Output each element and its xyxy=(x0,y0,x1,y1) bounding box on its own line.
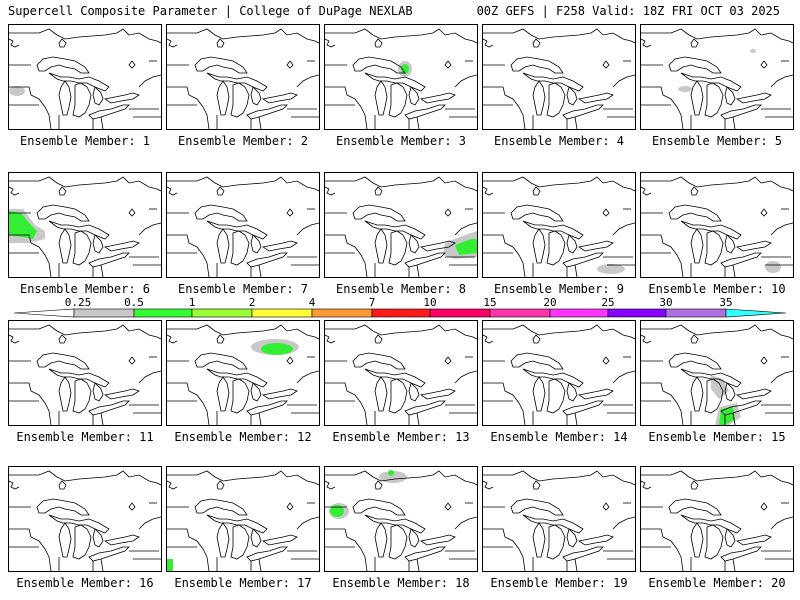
legend-swatch xyxy=(489,308,551,318)
member-label: Ensemble Member: 6 xyxy=(19,282,151,296)
member-label: Ensemble Member: 13 xyxy=(332,430,470,444)
great-lakes-map xyxy=(167,176,319,277)
member-label: Ensemble Member: 10 xyxy=(648,282,786,296)
map-panel-member-14 xyxy=(482,320,636,426)
great-lakes-map xyxy=(9,470,161,571)
legend-swatch xyxy=(73,308,135,318)
great-lakes-map xyxy=(325,176,477,277)
map-panel-member-3 xyxy=(324,24,478,130)
map-panel-member-5 xyxy=(640,24,794,130)
legend-swatch xyxy=(311,308,373,318)
map-panel-member-6 xyxy=(8,172,162,278)
legend-tick-label: 0.5 xyxy=(124,296,144,309)
great-lakes-map xyxy=(641,28,793,129)
great-lakes-map xyxy=(483,176,635,277)
legend-tick-label: 0.25 xyxy=(64,296,92,309)
great-lakes-map xyxy=(483,324,635,425)
great-lakes-map xyxy=(483,470,635,571)
map-panel-member-8 xyxy=(324,172,478,278)
great-lakes-map xyxy=(9,176,161,277)
map-panel-member-18 xyxy=(324,466,478,572)
great-lakes-map xyxy=(641,470,793,571)
legend-tick-label: 4 xyxy=(308,296,316,309)
legend-tick-label: 1 xyxy=(188,296,196,309)
map-panel-member-7 xyxy=(166,172,320,278)
great-lakes-map xyxy=(641,324,793,425)
legend-tick-label: 2 xyxy=(248,296,256,309)
member-label: Ensemble Member: 7 xyxy=(177,282,309,296)
member-label: Ensemble Member: 20 xyxy=(648,576,786,590)
title-left: Supercell Composite Parameter | College … xyxy=(8,4,413,18)
great-lakes-map xyxy=(9,28,161,129)
member-label: Ensemble Member: 11 xyxy=(16,430,154,444)
great-lakes-map xyxy=(325,470,477,571)
member-label: Ensemble Member: 16 xyxy=(16,576,154,590)
member-label: Ensemble Member: 8 xyxy=(335,282,467,296)
title-right: 00Z GEFS | F258 Valid: 18Z FRI OCT 03 20… xyxy=(476,4,780,18)
color-legend-bar xyxy=(13,308,787,318)
legend-arrow-left xyxy=(13,308,75,318)
map-panel-member-10 xyxy=(640,172,794,278)
map-panel-member-15 xyxy=(640,320,794,426)
legend-swatch xyxy=(133,308,193,318)
map-panel-member-13 xyxy=(324,320,478,426)
map-panel-member-12 xyxy=(166,320,320,426)
map-panel-member-1 xyxy=(8,24,162,130)
map-panel-member-4 xyxy=(482,24,636,130)
member-label: Ensemble Member: 18 xyxy=(332,576,470,590)
map-panel-member-11 xyxy=(8,320,162,426)
great-lakes-map xyxy=(167,28,319,129)
legend-tick-label: 30 xyxy=(659,296,673,309)
member-label: Ensemble Member: 1 xyxy=(19,134,151,148)
great-lakes-map xyxy=(325,28,477,129)
legend-swatch xyxy=(549,308,609,318)
legend-tick-label: 35 xyxy=(719,296,733,309)
legend-tick-label: 15 xyxy=(483,296,497,309)
member-label: Ensemble Member: 15 xyxy=(648,430,786,444)
map-panel-member-19 xyxy=(482,466,636,572)
member-label: Ensemble Member: 14 xyxy=(490,430,628,444)
legend-swatch xyxy=(665,308,727,318)
member-label: Ensemble Member: 9 xyxy=(493,282,625,296)
great-lakes-map xyxy=(483,28,635,129)
legend-tick-label: 25 xyxy=(601,296,615,309)
legend-arrow-right xyxy=(725,308,787,318)
legend-swatch xyxy=(429,308,491,318)
member-label: Ensemble Member: 4 xyxy=(493,134,625,148)
legend-swatch xyxy=(251,308,313,318)
map-panel-member-16 xyxy=(8,466,162,572)
map-panel-member-2 xyxy=(166,24,320,130)
great-lakes-map xyxy=(167,470,319,571)
legend-tick-label: 20 xyxy=(543,296,557,309)
member-label: Ensemble Member: 17 xyxy=(174,576,312,590)
legend-tick-label: 10 xyxy=(423,296,437,309)
member-label: Ensemble Member: 3 xyxy=(335,134,467,148)
map-panel-member-17 xyxy=(166,466,320,572)
member-label: Ensemble Member: 5 xyxy=(651,134,783,148)
member-label: Ensemble Member: 19 xyxy=(490,576,628,590)
legend-tick-label: 7 xyxy=(368,296,376,309)
great-lakes-map xyxy=(167,324,319,425)
legend-swatch xyxy=(191,308,253,318)
map-panel-member-20 xyxy=(640,466,794,572)
legend-swatch xyxy=(371,308,431,318)
member-label: Ensemble Member: 2 xyxy=(177,134,309,148)
great-lakes-map xyxy=(325,324,477,425)
member-label: Ensemble Member: 12 xyxy=(174,430,312,444)
map-panel-member-9 xyxy=(482,172,636,278)
legend-swatch xyxy=(607,308,667,318)
great-lakes-map xyxy=(641,176,793,277)
great-lakes-map xyxy=(9,324,161,425)
